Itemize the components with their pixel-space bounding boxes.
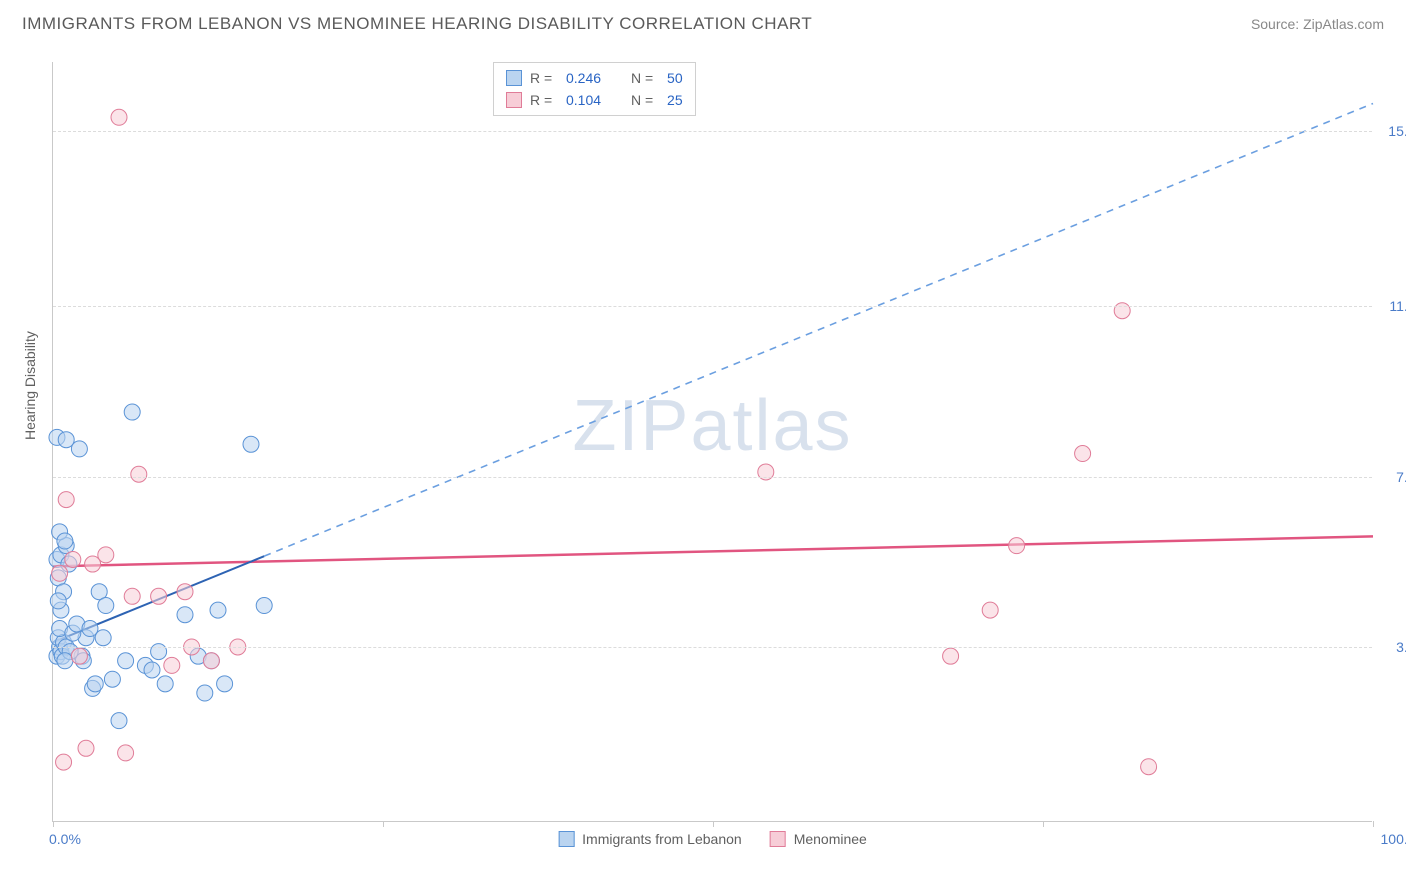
gridline	[53, 306, 1372, 307]
data-point	[56, 754, 72, 770]
data-point	[118, 653, 134, 669]
data-point	[111, 713, 127, 729]
data-point	[177, 607, 193, 623]
data-point	[1009, 538, 1025, 554]
legend-bottom-label-1: Menominee	[794, 831, 867, 847]
data-point	[124, 588, 140, 604]
data-point	[157, 676, 173, 692]
data-point	[197, 685, 213, 701]
data-point	[111, 109, 127, 125]
y-axis-label: Hearing Disability	[22, 331, 38, 440]
data-point	[50, 593, 66, 609]
data-point	[144, 662, 160, 678]
xtick	[713, 821, 714, 827]
data-point	[203, 653, 219, 669]
ytick-label: 11.2%	[1378, 298, 1406, 314]
data-point	[71, 441, 87, 457]
data-point	[217, 676, 233, 692]
data-point	[256, 598, 272, 614]
chart-title: IMMIGRANTS FROM LEBANON VS MENOMINEE HEA…	[22, 14, 812, 34]
gridline	[53, 647, 1372, 648]
data-point	[98, 547, 114, 563]
legend-r-label: R =	[530, 92, 558, 108]
correlation-legend: R = 0.246 N = 50 R = 0.104 N = 25	[493, 62, 696, 116]
xtick	[383, 821, 384, 827]
data-point	[982, 602, 998, 618]
data-point	[98, 598, 114, 614]
gridline	[53, 477, 1372, 478]
chart-plot-area: ZIPatlas R = 0.246 N = 50 R = 0.104 N = …	[52, 62, 1372, 822]
data-point	[177, 584, 193, 600]
legend-bottom-swatch-0	[558, 831, 574, 847]
data-point	[164, 657, 180, 673]
legend-r-value-1: 0.104	[566, 92, 601, 108]
data-point	[151, 588, 167, 604]
data-point	[95, 630, 111, 646]
legend-item-1: Menominee	[770, 831, 867, 847]
data-point	[151, 644, 167, 660]
gridline	[53, 131, 1372, 132]
ytick-label: 3.8%	[1378, 639, 1406, 655]
data-point	[758, 464, 774, 480]
data-point	[57, 533, 73, 549]
data-point	[1141, 759, 1157, 775]
source-attribution: Source: ZipAtlas.com	[1251, 16, 1384, 32]
data-point	[87, 676, 103, 692]
data-point	[943, 648, 959, 664]
legend-swatch-series-1	[506, 92, 522, 108]
legend-row-series-0: R = 0.246 N = 50	[506, 67, 683, 89]
data-point	[58, 492, 74, 508]
legend-n-label: N =	[631, 70, 659, 86]
data-point	[131, 466, 147, 482]
data-point	[57, 653, 73, 669]
trendline-dashed	[264, 103, 1373, 556]
data-point	[71, 648, 87, 664]
legend-swatch-series-0	[506, 70, 522, 86]
data-point	[124, 404, 140, 420]
xtick-end: 100.0%	[1381, 831, 1406, 847]
data-point	[243, 436, 259, 452]
legend-n-label: N =	[631, 92, 659, 108]
legend-bottom-label-0: Immigrants from Lebanon	[582, 831, 742, 847]
ytick-label: 7.5%	[1378, 469, 1406, 485]
legend-row-series-1: R = 0.104 N = 25	[506, 89, 683, 111]
data-point	[104, 671, 120, 687]
xtick	[1043, 821, 1044, 827]
legend-n-value-0: 50	[667, 70, 683, 86]
data-point	[52, 565, 68, 581]
xtick-start: 0.0%	[49, 831, 81, 847]
series-legend: Immigrants from Lebanon Menominee	[558, 831, 867, 847]
data-point	[118, 745, 134, 761]
xtick	[53, 821, 54, 827]
legend-r-value-0: 0.246	[566, 70, 601, 86]
legend-bottom-swatch-1	[770, 831, 786, 847]
data-point	[78, 740, 94, 756]
data-point	[65, 551, 81, 567]
data-point	[1075, 446, 1091, 462]
data-point	[210, 602, 226, 618]
legend-item-0: Immigrants from Lebanon	[558, 831, 742, 847]
legend-r-label: R =	[530, 70, 558, 86]
xtick	[1373, 821, 1374, 827]
legend-n-value-1: 25	[667, 92, 683, 108]
scatter-svg	[53, 62, 1372, 821]
ytick-label: 15.0%	[1378, 123, 1406, 139]
